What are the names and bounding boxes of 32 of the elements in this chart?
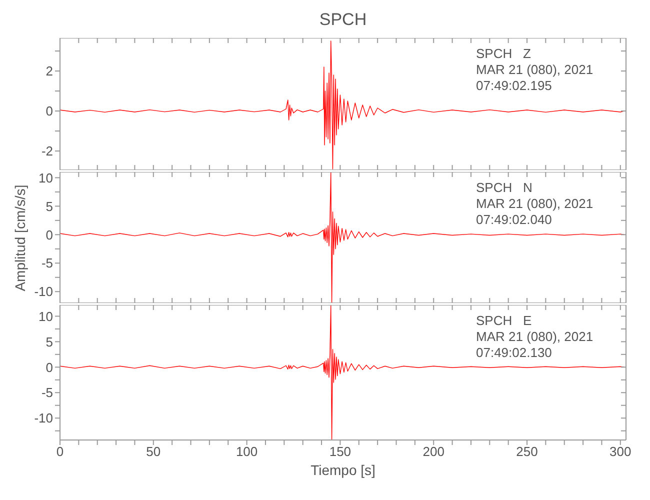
annotation: SPCH E	[476, 313, 533, 329]
y-tick-label: -10	[34, 284, 53, 300]
y-tick-label: 0	[46, 227, 53, 242]
y-tick-label: -5	[41, 385, 53, 400]
x-tick-label: 300	[610, 444, 632, 460]
y-axis-title: Amplitud [cm/s/s]	[12, 184, 28, 291]
y-tick-label: 10	[38, 170, 53, 186]
x-tick-label: 0	[56, 444, 64, 460]
annotation: SPCH Z	[476, 46, 532, 62]
y-tick-label: 2	[46, 64, 53, 79]
annotation: MAR 21 (080), 2021	[476, 329, 594, 345]
annotation: 07:49:02.040	[476, 212, 553, 228]
y-tick-label: 0	[46, 104, 53, 119]
annotation: 07:49:02.130	[476, 345, 553, 361]
y-tick-label: 10	[38, 308, 53, 324]
x-tick-label: 250	[516, 444, 538, 460]
annotation: MAR 21 (080), 2021	[476, 196, 594, 212]
y-tick-label: 5	[46, 334, 53, 350]
x-tick-label: 100	[236, 444, 258, 460]
x-tick-label: 50	[146, 444, 161, 460]
annotation: SPCH N	[476, 180, 534, 196]
annotation: 07:49:02.195	[476, 78, 553, 94]
x-tick-label: 200	[422, 444, 444, 460]
y-tick-label: 0	[46, 360, 53, 375]
x-tick-label: 150	[329, 444, 352, 460]
annotation: MAR 21 (080), 2021	[476, 62, 594, 78]
y-tick-label: -2	[41, 144, 53, 159]
y-tick-label: 5	[46, 198, 53, 214]
y-tick-label: -5	[41, 256, 53, 271]
chart-title: SPCH	[318, 10, 368, 30]
y-tick-label: -10	[34, 410, 53, 426]
x-axis-title: Tiempo [s]	[310, 462, 376, 478]
